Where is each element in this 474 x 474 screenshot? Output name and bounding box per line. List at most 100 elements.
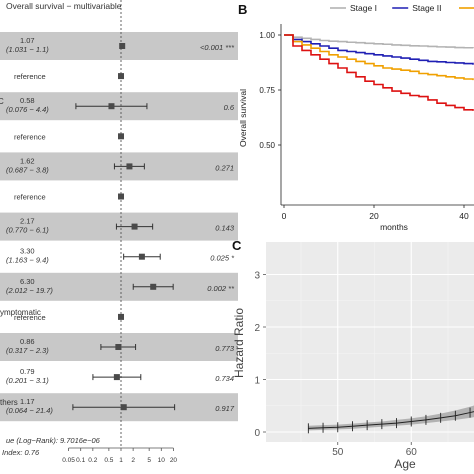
forest-hr-value: 1.17 bbox=[20, 397, 35, 406]
forest-p-value: <0.001 *** bbox=[200, 43, 235, 52]
hazard-x-axis-label: Age bbox=[394, 457, 416, 471]
forest-hr-value: 0.86 bbox=[20, 337, 35, 346]
forest-hr-value: 1.62 bbox=[20, 156, 35, 165]
forest-point-estimate bbox=[118, 73, 124, 80]
forest-x-tick-label: 0.5 bbox=[104, 457, 113, 464]
forest-row-label: ymptomatic bbox=[0, 308, 41, 317]
forest-p-value: 0.002 ** bbox=[207, 284, 235, 293]
forest-ci-text: (2.012 − 19.7) bbox=[6, 286, 53, 295]
forest-reference-text: reference bbox=[14, 132, 46, 141]
forest-x-tick-label: 2 bbox=[131, 457, 135, 464]
forest-row-band bbox=[0, 272, 238, 301]
forest-reference-text: reference bbox=[14, 313, 46, 322]
hazard-gridlines bbox=[266, 242, 474, 442]
survival-y-tick-label: 1.00 bbox=[259, 31, 275, 40]
forest-ci-text: (1.031 − 1.1) bbox=[6, 45, 49, 54]
forest-point-estimate bbox=[115, 344, 122, 350]
forest-hr-value: 3.30 bbox=[20, 247, 35, 256]
hazard-confidence-band bbox=[308, 405, 474, 431]
hazard-y-tick-label: 2 bbox=[254, 323, 260, 334]
forest-hr-value: 0.79 bbox=[20, 367, 35, 376]
hazard-x-ticks: 506070 bbox=[332, 442, 418, 458]
forest-hr-value: 0.58 bbox=[20, 96, 35, 105]
forest-plot-footer-index: Index: 0.76 bbox=[2, 448, 40, 457]
hazard-x-tick-label: 60 bbox=[406, 447, 418, 458]
survival-curve-line bbox=[284, 34, 474, 49]
forest-p-value: 0.6 bbox=[224, 103, 235, 112]
forest-hr-value: 2.17 bbox=[20, 217, 35, 226]
forest-x-tick-label: 0.1 bbox=[76, 457, 85, 464]
hazard-y-axis-label: Hazard Ratio bbox=[232, 308, 246, 378]
forest-point-estimate bbox=[118, 133, 124, 140]
forest-x-tick-label: 20 bbox=[170, 457, 178, 464]
forest-point-estimate bbox=[113, 374, 120, 381]
hazard-y-tick-label: 3 bbox=[254, 271, 260, 282]
forest-p-value: 0.143 bbox=[215, 224, 235, 233]
legend-label: Stage I bbox=[350, 3, 377, 13]
forest-ci-text: (0.076 − 4.4) bbox=[6, 105, 49, 114]
survival-y-tick-label: 0.50 bbox=[259, 141, 275, 150]
survival-x-ticks: 0 20 40 bbox=[282, 205, 469, 221]
forest-p-value: 0.773 bbox=[215, 344, 235, 353]
forest-x-tick-label: 0.05 bbox=[62, 457, 75, 464]
forest-x-tick-label: 0.2 bbox=[88, 457, 97, 464]
forest-plot-footer-logrank: ue (Log−Rank): 9.7016e−06 bbox=[6, 436, 101, 445]
forest-p-value: 0.734 bbox=[215, 374, 234, 383]
hazard-rug-marks bbox=[307, 407, 471, 434]
hazard-x-tick-label: 50 bbox=[332, 447, 344, 458]
survival-curve-line bbox=[284, 34, 474, 65]
forest-ci-text: (0.317 − 2.3) bbox=[6, 346, 49, 355]
forest-point-estimate bbox=[150, 283, 157, 290]
forest-ci-text: (1.163 − 9.4) bbox=[6, 256, 49, 265]
survival-y-axis-label: Overall survival bbox=[238, 89, 248, 147]
survival-x-tick-label: 0 bbox=[282, 211, 287, 221]
forest-x-tick-label: 10 bbox=[158, 457, 166, 464]
forest-x-tick-label: 5 bbox=[147, 457, 151, 464]
forest-ci-text: (0.770 − 6.1) bbox=[6, 226, 49, 235]
forest-row-label: thers bbox=[0, 398, 18, 407]
forest-point-estimate bbox=[126, 163, 133, 170]
survival-y-ticks: 0.50 0.75 1.00 bbox=[259, 31, 281, 150]
forest-row-label: C bbox=[0, 97, 4, 106]
forest-plot-x-ticks: 0.05 0.1 0.2 0.5 1 2 5 10 20 bbox=[62, 448, 177, 464]
survival-x-tick-label: 20 bbox=[369, 211, 379, 221]
forest-hr-value: 1.07 bbox=[20, 36, 35, 45]
forest-p-value: 0.025 * bbox=[210, 254, 235, 263]
forest-point-estimate bbox=[119, 43, 126, 49]
survival-curve-line bbox=[284, 34, 474, 111]
forest-point-estimate bbox=[138, 253, 145, 260]
forest-reference-text: reference bbox=[14, 193, 46, 202]
forest-plot-panel: Overall survival − multivariable 1.07(1.… bbox=[0, 0, 238, 464]
forest-plot-title: Overall survival − multivariable bbox=[6, 1, 122, 11]
forest-ci-text: (0.064 − 21.4) bbox=[6, 406, 53, 415]
forest-row-band bbox=[0, 32, 238, 60]
survival-curve-line bbox=[284, 34, 474, 81]
survival-curves bbox=[284, 34, 474, 111]
hazard-y-tick-label: 0 bbox=[254, 428, 260, 439]
forest-point-estimate bbox=[131, 223, 138, 230]
forest-point-estimate bbox=[118, 313, 124, 320]
legend-label: Stage II bbox=[412, 3, 441, 13]
forest-hr-value: 6.30 bbox=[20, 277, 35, 286]
forest-plot-rows: 1.07(1.031 − 1.1) <0.001 *** reference C 0.5… bbox=[0, 36, 235, 415]
panel-c-label: C bbox=[232, 238, 242, 253]
forest-point-estimate bbox=[120, 404, 127, 411]
survival-y-tick-label: 0.75 bbox=[259, 86, 275, 95]
forest-reference-text: reference bbox=[14, 72, 46, 81]
hazard-y-tick-label: 1 bbox=[254, 376, 260, 387]
panel-b-label: B bbox=[238, 2, 247, 17]
forest-p-value: 0.917 bbox=[215, 404, 235, 413]
hazard-plot-background bbox=[266, 242, 474, 442]
survival-x-axis-label: months bbox=[380, 222, 408, 232]
hazard-ratio-line bbox=[308, 411, 474, 429]
forest-x-tick-label: 1 bbox=[119, 457, 123, 464]
hazard-y-ticks: 0 1 2 3 bbox=[254, 271, 266, 439]
survival-x-tick-label: 40 bbox=[459, 211, 469, 221]
forest-ci-text: (0.687 − 3.8) bbox=[6, 165, 49, 174]
forest-p-value: 0.271 bbox=[215, 163, 234, 172]
forest-point-estimate bbox=[118, 193, 124, 200]
